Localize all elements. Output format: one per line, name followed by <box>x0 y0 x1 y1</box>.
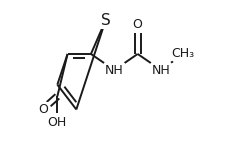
Text: NH: NH <box>105 63 124 77</box>
Text: NH: NH <box>152 63 170 77</box>
Text: CH₃: CH₃ <box>171 47 195 60</box>
Text: OH: OH <box>48 116 67 129</box>
Text: O: O <box>38 103 48 116</box>
Text: O: O <box>133 18 143 31</box>
Text: S: S <box>101 13 110 28</box>
